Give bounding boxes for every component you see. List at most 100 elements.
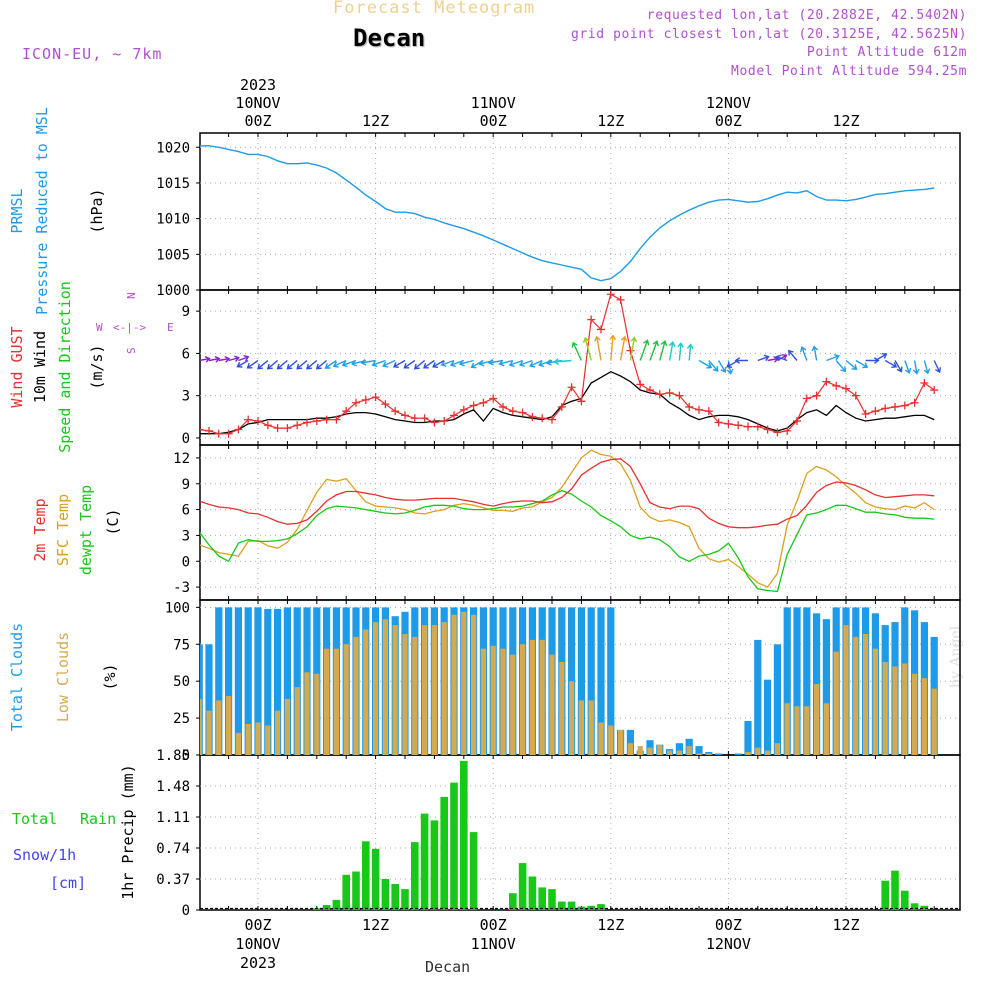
model-label: ICON-EU, ~ 7km <box>22 45 163 63</box>
pressure-tick-label: 1010 <box>156 212 190 228</box>
wind-direction-arrow <box>276 359 288 370</box>
gust-point <box>410 414 419 423</box>
low-clouds-bar <box>200 698 202 755</box>
top-time-label: 00Z <box>715 112 742 130</box>
precip-tick-label: 1.48 <box>156 779 190 795</box>
low-clouds-bar <box>823 703 829 755</box>
low-clouds-bar <box>284 698 290 755</box>
gust-point <box>508 407 517 416</box>
low-clouds-bar <box>441 622 447 755</box>
top-time-label: 2023 <box>240 76 276 94</box>
precip-label-cm: [cm] <box>50 874 86 892</box>
rain-bar <box>460 760 468 910</box>
gust-point <box>930 386 939 395</box>
total-clouds-bar <box>803 607 811 755</box>
total-clouds-bar <box>607 607 615 755</box>
low-clouds-bar <box>676 750 682 755</box>
precip-label-snow: Snow/1h <box>13 846 76 864</box>
gust-point <box>381 400 390 409</box>
low-clouds-bar <box>333 648 339 755</box>
low-clouds-bar <box>853 636 859 755</box>
wind-direction-arrow <box>324 359 337 369</box>
rain-bar <box>548 889 556 910</box>
bottom-time-label: 00Z <box>244 916 271 934</box>
low-clouds-bar <box>343 644 349 755</box>
rain-bar <box>597 904 605 910</box>
low-clouds-bar <box>480 648 486 755</box>
gust-point <box>900 401 909 410</box>
low-clouds-bar <box>275 710 281 755</box>
rain-bar <box>430 820 439 910</box>
top-time-label: 12NOV <box>706 94 751 112</box>
rain-bar <box>910 903 919 910</box>
wind-direction-arrow <box>609 334 617 361</box>
wind-label-10m: 10m Wind <box>31 331 49 403</box>
rain-bar <box>567 901 576 910</box>
gust-point <box>567 383 576 392</box>
total-clouds-bar <box>264 608 272 755</box>
temperature-tick-label: 0 <box>182 554 190 570</box>
total-clouds-bar <box>734 753 742 755</box>
gust-point <box>420 414 429 423</box>
wind-direction-arrow <box>286 359 298 370</box>
wind-direction-arrow <box>432 359 445 368</box>
low-clouds-bar <box>255 722 261 755</box>
low-clouds-bar <box>814 684 820 755</box>
top-time-label: 12Z <box>597 112 624 130</box>
wind-direction-arrow <box>440 359 455 367</box>
low-clouds-bar <box>843 625 849 755</box>
gust-point <box>200 428 204 431</box>
rain-bar <box>891 870 899 910</box>
rain-bar <box>538 887 546 910</box>
gust-point <box>391 407 400 416</box>
total-clouds-bar <box>715 753 723 755</box>
gust-point <box>675 391 684 400</box>
pressure-line <box>200 145 935 282</box>
wind-direction-arrow <box>538 359 553 368</box>
gust-point <box>577 397 586 406</box>
clouds-tick-label: 50 <box>173 674 190 690</box>
gust-point <box>361 395 370 404</box>
wind-direction-arrow <box>835 360 847 373</box>
location-title: Decan <box>353 24 426 52</box>
gust-point <box>734 421 743 430</box>
top-time-label: 00Z <box>480 112 507 130</box>
precip-tick-label: 1.85 <box>156 748 190 764</box>
low-clouds-bar <box>324 648 330 755</box>
rain-bar <box>440 796 448 910</box>
rain-bar <box>332 899 341 910</box>
total-clouds-bar <box>773 644 781 755</box>
gust-point <box>891 402 899 411</box>
wind-direction-arrow <box>639 339 650 361</box>
gust-point <box>842 384 850 393</box>
low-clouds-bar <box>804 706 810 755</box>
wind-speed-line <box>200 370 935 435</box>
low-clouds-bar <box>529 639 535 755</box>
temp-label-sfc: SFC Temp <box>54 494 72 566</box>
temperature-tick-label: 6 <box>182 503 190 519</box>
low-clouds-bar <box>520 644 526 755</box>
wind-direction-arrow <box>360 358 376 366</box>
low-clouds-bar <box>833 651 839 755</box>
gust-point <box>352 398 360 407</box>
low-clouds-bar <box>667 750 673 755</box>
low-clouds-bar <box>627 743 633 755</box>
gust-point <box>685 402 694 411</box>
wind-direction-arrow <box>382 359 396 368</box>
clouds-label-unit: (%) <box>101 663 119 690</box>
wind-direction-arrow <box>200 355 211 363</box>
temperature-tick-label: 9 <box>182 477 190 493</box>
total-clouds-bar <box>695 746 703 755</box>
wind-direction-arrow <box>933 360 942 374</box>
rain-bar <box>518 863 527 910</box>
gust-point <box>793 417 801 426</box>
wind-direction-arrow <box>875 353 888 362</box>
rain-bar <box>322 905 331 910</box>
wind-direction-arrow <box>236 359 249 368</box>
low-clouds-bar <box>539 639 545 755</box>
rain-bar <box>371 848 380 910</box>
gust-point <box>459 405 468 414</box>
clouds-tick-label: 25 <box>173 711 190 727</box>
gust-point <box>704 407 713 416</box>
